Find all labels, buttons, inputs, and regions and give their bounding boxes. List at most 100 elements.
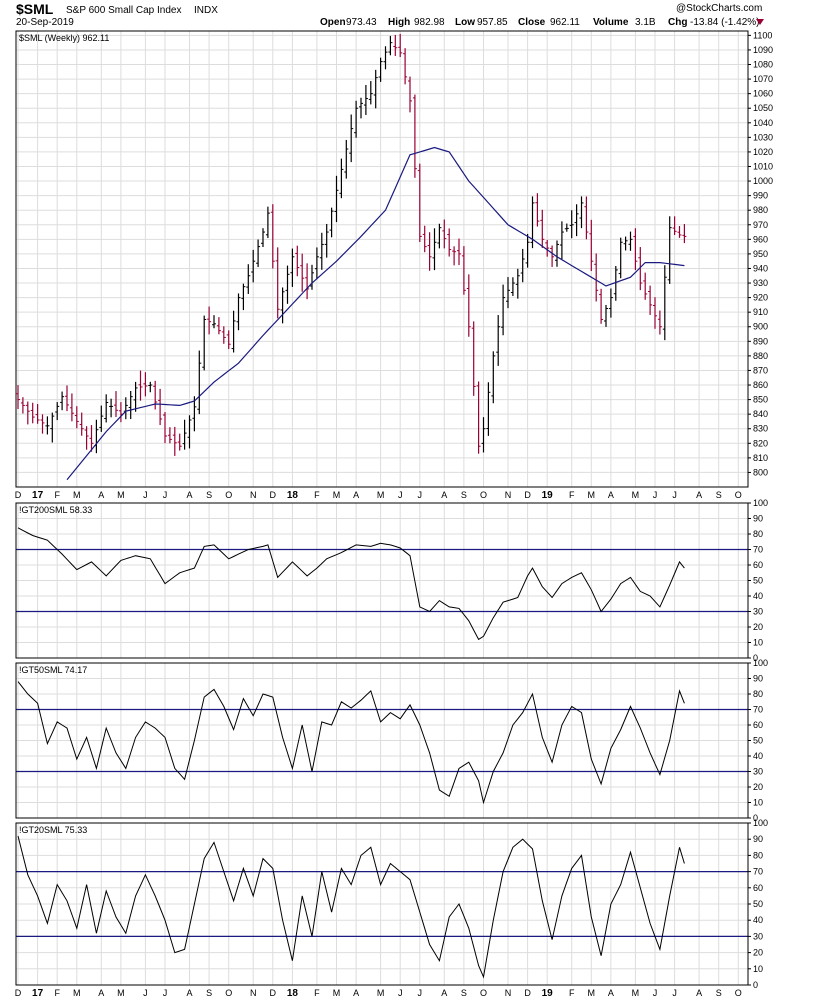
y-tick-label: 980 [753,205,768,215]
ohlc-bar [599,288,604,324]
x-tick-label: F [569,490,575,500]
panel-legend: !GT50SML 74.17 [19,665,87,675]
ohlc-bar [30,402,35,424]
open-label: Open [320,17,346,28]
ohlc-bar [393,34,398,56]
ohlc-bar [471,321,476,396]
x-tick-label: O [735,988,742,998]
x-tick-label: J [672,988,677,998]
x-tick-label: S [206,490,212,500]
y-tick-label: 70 [753,867,763,877]
ohlc-bar [123,397,128,420]
ohlc-bar [256,239,261,268]
x-tick-label: J [672,490,677,500]
ohlc-bar [594,253,599,302]
low-value: 957.85 [477,17,508,28]
x-tick-label: A [696,988,702,998]
y-tick-label: 1040 [753,118,773,128]
x-tick-label: D [15,988,22,998]
x-tick-label: M [377,490,385,500]
ohlc-bar [677,225,682,238]
y-tick-label: 920 [753,293,768,303]
x-tick-label: F [569,988,575,998]
x-tick-label: M [333,490,341,500]
y-tick-label: 70 [753,545,763,555]
ohlc-bar [20,397,25,414]
ohlc-bar [574,204,579,237]
ohlc-bar [520,248,525,283]
ohlc-bar [648,285,653,315]
y-tick-label: 50 [753,736,763,746]
ohlc-bar [501,284,506,336]
x-tick-label: M [117,988,125,998]
y-tick-label: 80 [753,689,763,699]
ohlc-bar [388,35,393,56]
ohlc-bar [99,405,104,432]
x-tick-label: N [250,988,257,998]
ohlc-bar [329,207,334,238]
volume-value: 3.1B [635,17,656,28]
ohlc-bar [50,412,55,443]
y-tick-label: 970 [753,220,768,230]
y-tick-label: 80 [753,529,763,539]
ohlc-bar [408,76,412,113]
ohlc-bar [457,238,461,266]
high-value: 982.98 [414,17,445,28]
x-tick-label: A [98,988,104,998]
ohlc-bar [461,246,466,295]
ohlc-bar [447,228,452,257]
ohlc-bar [226,330,231,350]
ohlc-bar [506,277,510,309]
ohlc-bar [187,415,192,449]
x-tick-label: J [398,988,403,998]
ohlc-bar [69,393,74,422]
ohlc-bar [221,326,226,344]
ohlc-bar [643,272,648,300]
ohlc-bar [133,381,138,412]
x-tick-label: N [250,490,257,500]
x-tick-label: S [716,988,722,998]
x-tick-label: M [632,490,640,500]
breadth-series-line [17,527,685,641]
x-tick-label: J [143,988,148,998]
y-tick-label: 40 [753,591,763,601]
ohlc-bar [476,381,481,454]
chart-date: 20-Sep-2019 [16,17,74,28]
y-tick-label: 0 [753,980,758,990]
ohlc-bar [89,425,94,452]
ohlc-bar [339,158,344,199]
ohlc-bar [618,237,623,279]
y-tick-label: 990 [753,191,768,201]
y-tick-label: 1090 [753,45,773,55]
symbol-title: $SML [16,1,54,17]
ohlc-bar [94,419,99,454]
ohlc-bar [672,216,677,236]
y-tick-label: 1020 [753,147,773,157]
ohlc-bar [442,219,447,249]
y-tick-label: 850 [753,395,768,405]
y-tick-label: 1080 [753,60,773,70]
y-tick-label: 100 [753,498,768,508]
ohlc-bar [545,239,550,257]
ohlc-bar [35,404,40,424]
ohlc-bar [628,231,633,251]
x-tick-label: J [398,490,403,500]
panel-legend: !GT200SML 58.33 [19,505,92,515]
y-tick-label: 100 [753,818,768,828]
panel-frame [15,662,749,819]
chart-panel-2: 0 10 20 30 40 50 60 70 80 90 100 !GT50SML 74.17 [15,658,768,823]
y-tick-label: 20 [753,782,763,792]
ohlc-bar [55,402,60,421]
ohlc-bar [74,406,79,429]
ohlc-bar [45,416,50,435]
y-tick-label: 1000 [753,176,773,186]
y-tick-label: 840 [753,409,768,419]
exchange-label: INDX [194,5,218,16]
y-tick-label: 940 [753,263,768,273]
x-tick-label: A [608,988,614,998]
ohlc-bar [16,385,20,410]
ohlc-bar [613,265,618,301]
x-tick-label: A [441,988,447,998]
x-tick-label: J [418,490,423,500]
ohlc-bar [319,232,324,270]
